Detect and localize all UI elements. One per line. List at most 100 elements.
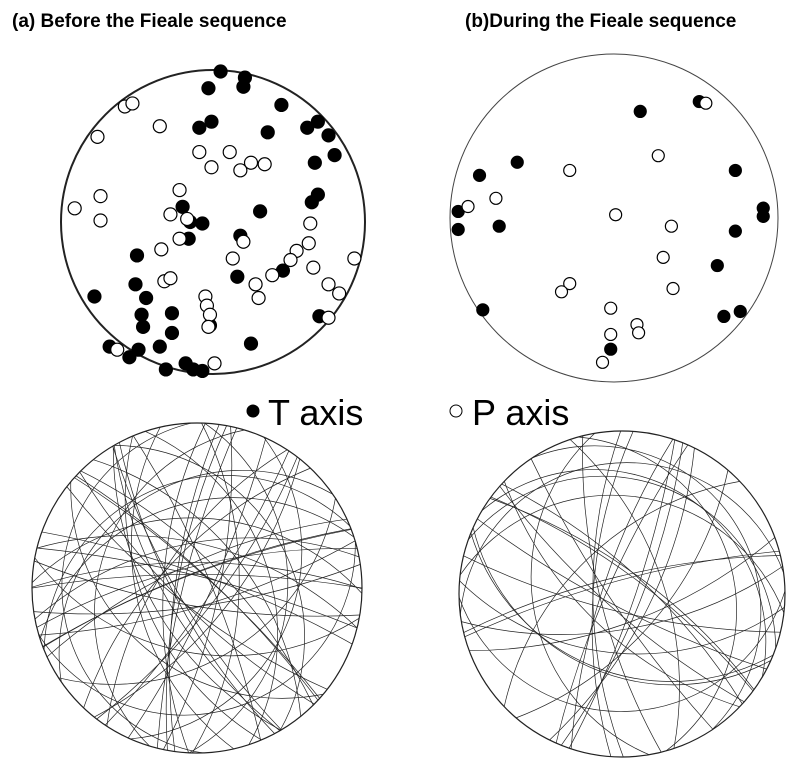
- great-circle: [41, 531, 353, 645]
- stereonet-primitive: [31, 422, 363, 754]
- great-circle: [470, 532, 774, 682]
- axis-point: [310, 114, 325, 129]
- axis-point: [195, 216, 210, 231]
- axis-point: [192, 144, 207, 160]
- axis-point: [321, 277, 336, 292]
- great-circle: [32, 574, 362, 589]
- axis-point: [192, 120, 207, 135]
- great-circle: [58, 470, 333, 682]
- axis-point: [163, 207, 178, 222]
- axis-point: [699, 96, 713, 110]
- axis-point: [164, 325, 180, 341]
- great-circle: [127, 437, 267, 739]
- axis-point: [303, 216, 318, 231]
- great-circle: [463, 555, 781, 633]
- great-circle: [459, 580, 785, 655]
- great-circle: [33, 564, 361, 615]
- axis-point: [233, 163, 248, 178]
- axis-point: [257, 157, 272, 172]
- great-circle: [532, 445, 762, 731]
- axis-point: [717, 309, 731, 323]
- stereonet-primitive: [449, 53, 779, 383]
- great-circle: [145, 431, 278, 745]
- great-circle: [38, 540, 356, 636]
- axis-point: [304, 195, 319, 210]
- great-circle: [94, 458, 301, 718]
- axis-point: [125, 96, 140, 111]
- great-circle: [106, 449, 288, 727]
- axis-point: [265, 268, 280, 283]
- axis-point: [213, 64, 228, 79]
- great-circle: [499, 485, 745, 703]
- legend-marker: [246, 404, 260, 418]
- great-circle: [79, 471, 315, 705]
- great-circle: [80, 470, 314, 706]
- great-circle: [568, 439, 676, 749]
- great-circle: [472, 527, 772, 686]
- axis-point: [307, 155, 322, 170]
- axis-point: [195, 363, 210, 379]
- axis-point: [510, 155, 524, 169]
- axis-point: [728, 163, 742, 178]
- axis-point: [90, 129, 105, 144]
- great-circle: [104, 450, 290, 726]
- great-circle: [165, 425, 227, 751]
- axis-point: [222, 144, 237, 160]
- axis-point: [651, 149, 665, 163]
- axis-point: [563, 163, 577, 178]
- great-circle: [61, 423, 203, 753]
- axis-point: [489, 191, 503, 205]
- axis-point: [139, 290, 154, 306]
- axis-point: [604, 327, 618, 342]
- axis-point: [554, 285, 569, 299]
- great-circle: [582, 435, 662, 753]
- axis-point: [260, 125, 275, 140]
- great-circle: [481, 469, 767, 678]
- axis-point: [204, 160, 219, 175]
- axis-point: [87, 289, 102, 304]
- great-circle: [83, 467, 311, 708]
- axis-point: [733, 304, 747, 319]
- axis-point: [110, 342, 125, 357]
- great-circle: [34, 560, 360, 617]
- legend-label: P axis: [472, 392, 569, 433]
- great-circle: [515, 470, 729, 719]
- great-circle: [530, 458, 714, 730]
- axis-point: [327, 148, 342, 163]
- axis-point: [180, 211, 195, 227]
- great-circle: [489, 498, 755, 690]
- axis-point: [122, 350, 137, 365]
- great-circle: [130, 436, 303, 740]
- axis-point: [631, 326, 646, 340]
- axis-point: [283, 252, 298, 268]
- axis-point: [164, 306, 180, 321]
- axis-point: [476, 303, 490, 317]
- axis-point: [451, 222, 465, 237]
- legend-label: T axis: [268, 392, 363, 433]
- axis-point: [243, 336, 259, 351]
- great-circle: [124, 436, 262, 741]
- axis-point: [274, 97, 289, 113]
- great-circle: [131, 426, 234, 750]
- axis-point: [251, 290, 266, 306]
- great-circle: [43, 475, 351, 650]
- axis-point: [633, 104, 647, 119]
- great-circle: [162, 423, 206, 753]
- axis-point: [202, 307, 218, 322]
- great-circle: [468, 475, 777, 649]
- great-circle: [36, 548, 358, 628]
- axis-point: [756, 209, 770, 223]
- great-circles: [459, 431, 785, 757]
- great-circle: [501, 483, 743, 705]
- legend-marker: [449, 404, 463, 418]
- axis-point: [230, 269, 245, 284]
- stereonet-primitive: [458, 430, 786, 758]
- axis-point: [129, 248, 145, 263]
- great-circle: [549, 447, 695, 741]
- great-circle: [38, 541, 356, 716]
- axis-point: [666, 281, 680, 296]
- great-circle: [560, 442, 684, 746]
- great-circle: [32, 517, 362, 594]
- great-circle: [114, 445, 305, 731]
- axis-point: [201, 319, 216, 334]
